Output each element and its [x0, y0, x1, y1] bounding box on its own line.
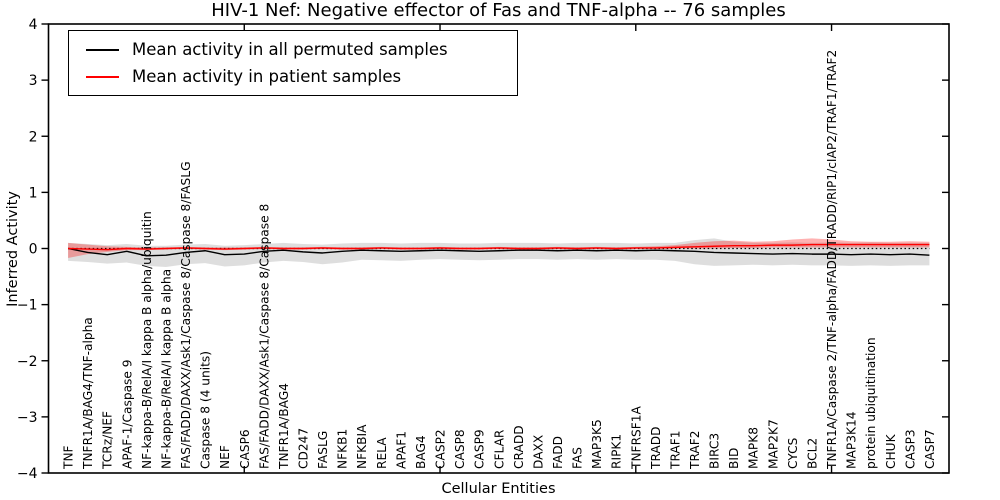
x-category-label: Caspase 8 (4 units): [199, 351, 213, 469]
x-category-label: CASP3: [903, 429, 917, 469]
x-category-label: protein ubiquitination: [864, 337, 878, 469]
x-category-label: RELA: [375, 437, 389, 469]
x-category-label: FADD: [551, 436, 565, 469]
x-category-label: MAP2K7: [766, 419, 780, 469]
y-tick-label: −1: [17, 298, 38, 314]
x-category-label: NF-kappa-B/RelA/I kappa B alpha: [159, 269, 173, 469]
x-category-label: CASP2: [434, 429, 448, 469]
legend-item-patient: Mean activity in patient samples: [69, 63, 517, 90]
chart-title: HIV-1 Nef: Negative effector of Fas and …: [211, 0, 786, 21]
x-category-label: TNFR1A/BAG4/TNF-alpha: [81, 317, 95, 470]
x-category-label: RIPK1: [610, 434, 624, 469]
x-category-label: CASP9: [473, 429, 487, 469]
y-tick-label: −2: [17, 354, 38, 370]
x-category-label: NFKBIA: [355, 424, 369, 469]
y-tick-label: 1: [29, 185, 38, 201]
legend-label-patient: Mean activity in patient samples: [132, 67, 402, 86]
x-category-label: TCRz/NEF: [101, 411, 115, 470]
x-category-label: CYCS: [786, 437, 800, 469]
legend-line-sample-permuted-icon: [86, 48, 119, 51]
x-category-label: BAG4: [414, 435, 428, 469]
x-category-label: NEF: [218, 445, 232, 469]
x-category-label: FAS/FADD/DAXX/Ask1/Caspase 8/Caspase 8: [257, 204, 271, 469]
y-tick-label: 3: [29, 73, 38, 89]
patient-mean-line: [68, 243, 930, 251]
x-category-label: APAF1: [394, 431, 408, 469]
x-category-label: CHUK: [884, 433, 898, 469]
x-category-label: TNFR1A/Caspase 2/TNF-alpha/FADD/TRADD/RI…: [825, 50, 839, 470]
x-category-label: TRADD: [649, 426, 663, 470]
x-category-label: BCL2: [805, 438, 819, 469]
y-tick-label: 4: [29, 17, 38, 33]
legend-item-permuted: Mean activity in all permuted samples: [69, 36, 517, 63]
x-category-label: FAS: [571, 447, 585, 469]
x-category-label: TNFRSF1A: [629, 405, 643, 470]
x-category-label: TRAF1: [668, 430, 682, 470]
x-category-label: CD247: [296, 428, 310, 469]
x-category-label: MAP3K14: [845, 411, 859, 469]
y-tick-label: 0: [29, 242, 38, 258]
x-category-label: CASP6: [238, 429, 252, 469]
x-category-label: CRADD: [512, 425, 526, 469]
x-category-label: NF-kappa-B/RelA/I kappa B alpha/ubiquiti…: [140, 211, 154, 469]
x-category-label: CASP7: [923, 429, 937, 469]
x-category-label: TRAF2: [688, 430, 702, 470]
permuted-mean-line: [67, 247, 930, 257]
x-category-label: BID: [727, 448, 741, 469]
x-axis-title: Cellular Entities: [441, 481, 556, 497]
x-category-label: NFKB1: [336, 429, 350, 469]
y-tick-label: −4: [17, 466, 38, 482]
legend-label-permuted: Mean activity in all permuted samples: [132, 40, 448, 59]
x-category-label: CASP8: [453, 429, 467, 469]
x-category-label: TNF: [62, 445, 76, 470]
x-category-label: FAS/FADD/DAXX/Ask1/Caspase 8/Caspase 8/F…: [179, 161, 193, 469]
permuted-band: [68, 238, 930, 268]
legend: Mean activity in all permuted samples Me…: [68, 30, 518, 96]
x-category-label: MAP3K5: [590, 419, 604, 469]
x-category-label: MAPK8: [747, 427, 761, 469]
legend-line-sample-patient-icon: [86, 75, 119, 78]
y-axis-title: Inferred Activity: [5, 191, 21, 307]
y-tick-label: −3: [17, 410, 38, 426]
x-category-label: DAXX: [531, 435, 545, 469]
x-category-label: FASLG: [316, 431, 330, 469]
y-tick-label: 2: [29, 129, 38, 145]
x-category-label: TNFR1A/BAG4: [277, 383, 291, 470]
x-category-label: CFLAR: [492, 429, 506, 469]
x-category-label: APAF-1/Caspase 9: [120, 359, 134, 469]
x-category-label: BIRC3: [708, 433, 722, 469]
